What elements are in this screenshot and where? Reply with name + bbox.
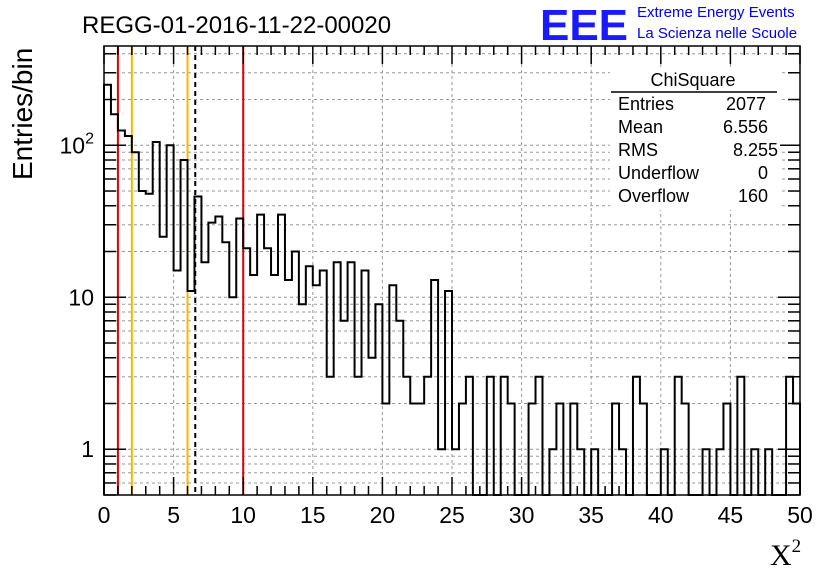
x-tick-labels: 0 5 10 15 20 25 30 35 40 45 50 — [98, 502, 813, 528]
eee-logo-line2: La Scienza nelle Scuole — [637, 25, 797, 42]
x-tick-label: 20 — [370, 502, 396, 528]
x-axis-title-main: X — [770, 539, 792, 572]
x-tick-label: 15 — [300, 502, 326, 528]
eee-logo-text: EEE — [540, 1, 628, 50]
stat-value-underflow: 0 — [758, 163, 768, 183]
histogram-outline — [103, 83, 801, 496]
stats-box-title: ChiSquare — [650, 70, 735, 90]
x-tick-label: 5 — [167, 502, 180, 528]
x-tick-label: 50 — [787, 502, 813, 528]
eee-logo: EEE Extreme Energy Events La Scienza nel… — [540, 1, 797, 50]
stat-value-mean: 6.556 — [723, 117, 768, 137]
x-tick-label: 25 — [439, 502, 465, 528]
stat-value-rms: 8.255 — [733, 140, 778, 160]
stat-label-mean: Mean — [618, 117, 663, 137]
stats-box: ChiSquare Entries 2077 Mean 6.556 RMS 8.… — [610, 68, 780, 210]
stat-value-entries: 2077 — [726, 94, 766, 114]
eee-logo-line1: Extreme Energy Events — [637, 4, 795, 21]
stat-label-rms: RMS — [618, 140, 658, 160]
x-axis-title: X2 — [770, 536, 801, 572]
y-tick-label: 10 — [68, 284, 94, 310]
axis-ticks — [103, 46, 801, 496]
y-tick-label: 1 — [81, 436, 94, 462]
x-tick-label: 10 — [230, 502, 256, 528]
stat-label-underflow: Underflow — [618, 163, 700, 183]
x-tick-label: 40 — [648, 502, 674, 528]
stat-label-entries: Entries — [618, 94, 674, 114]
x-tick-label: 30 — [509, 502, 535, 528]
x-tick-label: 45 — [718, 502, 744, 528]
x-tick-label: 0 — [98, 502, 111, 528]
y-tick-label-sup: 2 — [85, 130, 94, 147]
x-axis-title-sup: 2 — [792, 536, 802, 557]
plot-frame — [103, 45, 801, 496]
y-tick-label: 102 — [60, 130, 95, 158]
stat-value-overflow: 160 — [738, 186, 768, 206]
x-tick-label: 35 — [578, 502, 604, 528]
y-axis-title: Entries/bin — [7, 48, 38, 180]
chart-title: REGG-01-2016-11-22-00020 — [82, 12, 391, 39]
y-tick-label-base: 10 — [60, 132, 86, 158]
stat-label-overflow: Overflow — [618, 186, 690, 206]
